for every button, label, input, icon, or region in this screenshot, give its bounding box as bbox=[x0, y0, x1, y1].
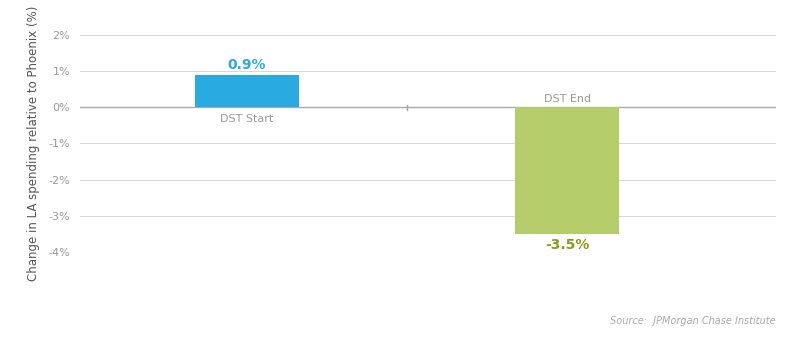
Text: DST End: DST End bbox=[544, 94, 590, 104]
Text: Source:  JPMorgan Chase Institute: Source: JPMorgan Chase Institute bbox=[610, 315, 776, 326]
Bar bbox=[195, 75, 299, 107]
Y-axis label: Change in LA spending relative to Phoenix (%): Change in LA spending relative to Phoeni… bbox=[27, 6, 40, 281]
Text: 0.9%: 0.9% bbox=[228, 58, 266, 72]
Text: DST Start: DST Start bbox=[221, 114, 274, 124]
Bar bbox=[515, 107, 619, 234]
Text: -3.5%: -3.5% bbox=[545, 238, 590, 252]
